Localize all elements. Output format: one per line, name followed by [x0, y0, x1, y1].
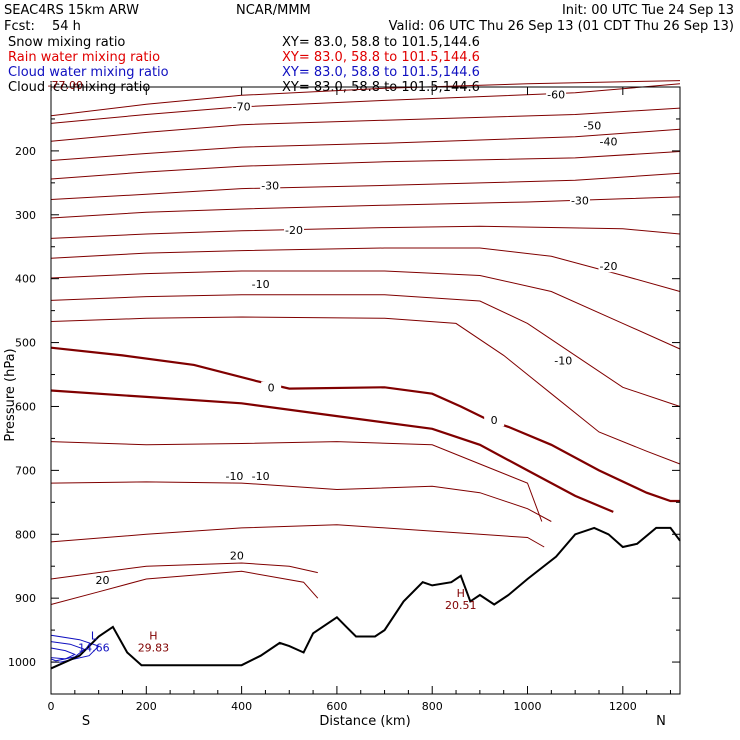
y-tick-label: 500	[15, 337, 36, 350]
temperature-contour	[50, 294, 681, 407]
contour-label-bg	[226, 549, 247, 562]
y-axis-label: Pressure (hPa)	[3, 348, 18, 441]
temperature-contour	[50, 80, 681, 117]
extremum-marker: -77.00	[48, 79, 83, 92]
endpoint-right: N	[656, 714, 666, 729]
contour-label-bg	[261, 381, 282, 394]
contour-label-bg	[598, 135, 619, 148]
contour-label: -60	[547, 88, 565, 101]
org-label: NCAR/MMM	[236, 3, 311, 18]
temperature-contour	[50, 107, 681, 142]
contour-label-bg	[284, 223, 305, 236]
valid-time: Valid: 06 UTC Thu 26 Sep 13 (01 CDT Thu …	[389, 19, 734, 34]
contour-label: 0	[491, 414, 498, 427]
contour-labels: -70 -60 -50 -40 -30 -30 -20 -20 -10 -10 0 0 -10 -10 20…	[92, 88, 619, 587]
temperature-contour	[50, 481, 552, 522]
temperature-contour	[50, 128, 681, 161]
fcst-value: 54 h	[52, 19, 81, 34]
x-tick-label: 600	[326, 700, 347, 713]
contour-label-bg	[250, 469, 271, 482]
field-label: Rain water mixing ratio	[8, 50, 160, 65]
contour-label: -40	[600, 136, 618, 149]
temperature-contour	[50, 196, 681, 219]
plot-frame	[50, 86, 681, 695]
contour-label-bg	[598, 260, 619, 273]
contour-label: -10	[225, 470, 243, 483]
field-label: Snow mixing ratio	[8, 35, 125, 50]
temperature-contour	[50, 524, 545, 548]
endpoint-left: S	[82, 714, 90, 729]
field-label: Cloud water mixing ratio	[8, 65, 169, 80]
model-title: SEAC4RS 15km ARW	[4, 3, 139, 18]
terrain-line	[50, 526, 681, 670]
contour-label: -70	[233, 100, 251, 113]
contour-label-bg	[569, 194, 590, 207]
y-tick-label: 900	[15, 592, 36, 605]
y-tick-label: 700	[15, 464, 36, 477]
field-xy: XY= 83.0, 58.8 to 101.5,144.6	[282, 35, 480, 50]
extremum-marker: H	[149, 630, 157, 643]
contour-label: 0	[268, 382, 275, 395]
field-xy: XY= 83.0, 58.8 to 101.5,144.6	[282, 50, 480, 65]
contour-label: -30	[261, 180, 279, 193]
contour-label-bg	[484, 414, 505, 427]
fcst-label: Fcst:	[4, 19, 35, 34]
temperature-contour	[50, 346, 680, 503]
x-tick-label: 400	[231, 700, 252, 713]
contour-label: 20	[230, 550, 244, 563]
terrain-profile	[50, 526, 681, 670]
temperature-contour	[50, 570, 319, 605]
y-tick-label: 200	[15, 145, 36, 158]
contour-label-bg	[582, 119, 603, 132]
x-tick-label: 800	[422, 700, 443, 713]
contour-label-bg	[546, 88, 567, 101]
temperature-contour	[50, 225, 681, 239]
x-tick-label: 200	[136, 700, 157, 713]
contour-label: -20	[600, 260, 618, 273]
extremum-value: 14.66	[78, 642, 110, 655]
extremum-marker: H	[457, 587, 465, 600]
init-time: Init: 00 UTC Tue 24 Sep 13	[562, 3, 734, 18]
x-tick-label: 1200	[609, 700, 637, 713]
contour-label: -50	[583, 120, 601, 133]
x-tick-label: 1000	[514, 700, 542, 713]
contour-label-bg	[231, 100, 252, 113]
contour-label: -10	[252, 278, 270, 291]
temperature-contour	[50, 441, 543, 522]
temperature-contour	[50, 316, 681, 465]
temperature-contours	[50, 80, 681, 605]
x-tick-label: 0	[48, 700, 55, 713]
temperature-contour	[50, 270, 681, 350]
extremum-marker: L	[91, 630, 98, 643]
temperature-contour	[50, 172, 681, 200]
temperature-contour	[50, 83, 681, 124]
contour-label: -30	[571, 194, 589, 207]
contour-label-bg	[224, 469, 245, 482]
extremum-value: 20.51	[445, 599, 477, 612]
temperature-contour	[50, 389, 614, 513]
contour-label-bg	[250, 278, 271, 291]
contour-label-bg	[92, 573, 113, 586]
contour-label: -10	[554, 355, 572, 368]
contour-label: -20	[285, 224, 303, 237]
temperature-contour	[50, 247, 681, 292]
axes: 0 200 400 600 800 1000 12002003004005006007008…	[8, 87, 680, 713]
contour-label: 20	[95, 574, 109, 587]
temperature-contour	[50, 151, 681, 180]
contour-label-bg	[260, 179, 281, 192]
y-tick-label: 400	[15, 273, 36, 286]
temperature-contour	[50, 562, 318, 580]
y-tick-label: 1000	[8, 656, 36, 669]
contour-label: -10	[252, 470, 270, 483]
y-tick-label: 600	[15, 400, 36, 413]
contour-label-bg	[553, 354, 574, 367]
field-xy: XY= 83.0, 58.8 to 101.5,144.6	[282, 65, 480, 80]
y-tick-label: 800	[15, 528, 36, 541]
y-tick-label: 300	[15, 209, 36, 222]
x-axis-label: Distance (km)	[319, 714, 410, 729]
extremum-value: 29.83	[138, 642, 170, 655]
